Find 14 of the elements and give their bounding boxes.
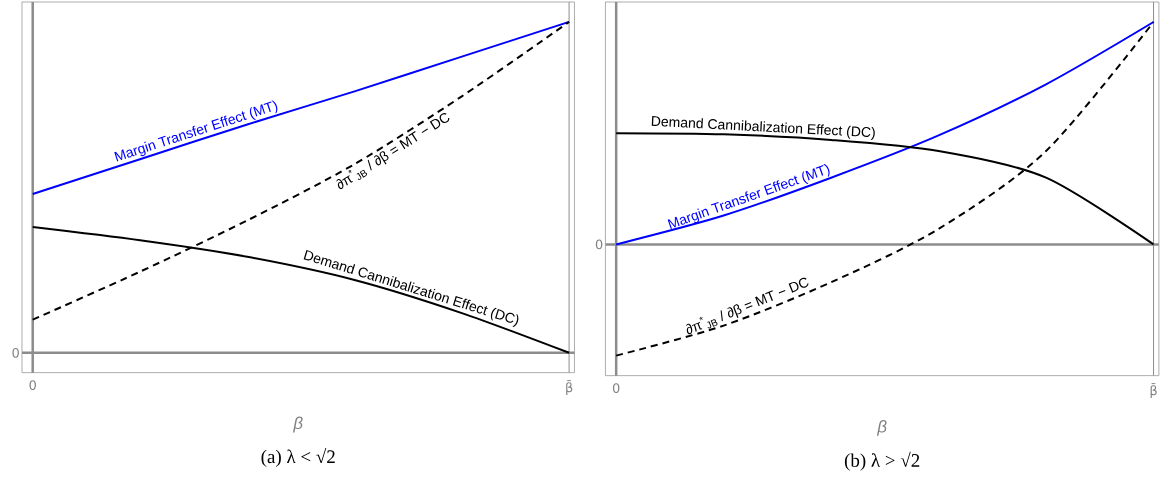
ref-line-label: 0	[12, 348, 19, 358]
text: (a) λ < √2	[261, 448, 335, 468]
x-tick-label: 0	[612, 383, 620, 394]
x-axis-title: β	[292, 416, 303, 433]
ref-line-label: 0	[595, 239, 603, 250]
x-tick-label: β̄	[566, 380, 573, 396]
x-tick-label: β̄	[1150, 383, 1157, 399]
x-tick-label: 0	[29, 380, 36, 391]
text: ∂π$^{*}$$_{JB}$ / ∂β = MT − DC	[686, 277, 809, 335]
text: Margin Transfer Effect (MT)	[114, 100, 278, 162]
text: (b) λ > √2	[844, 451, 920, 471]
x-axis-title: β	[876, 420, 887, 437]
text: ∂π$^{*}$$_{JB}$ / ∂β = MT − DC	[336, 113, 450, 190]
series-label: Demand Cannibalization Effect (DC)	[651, 116, 875, 141]
